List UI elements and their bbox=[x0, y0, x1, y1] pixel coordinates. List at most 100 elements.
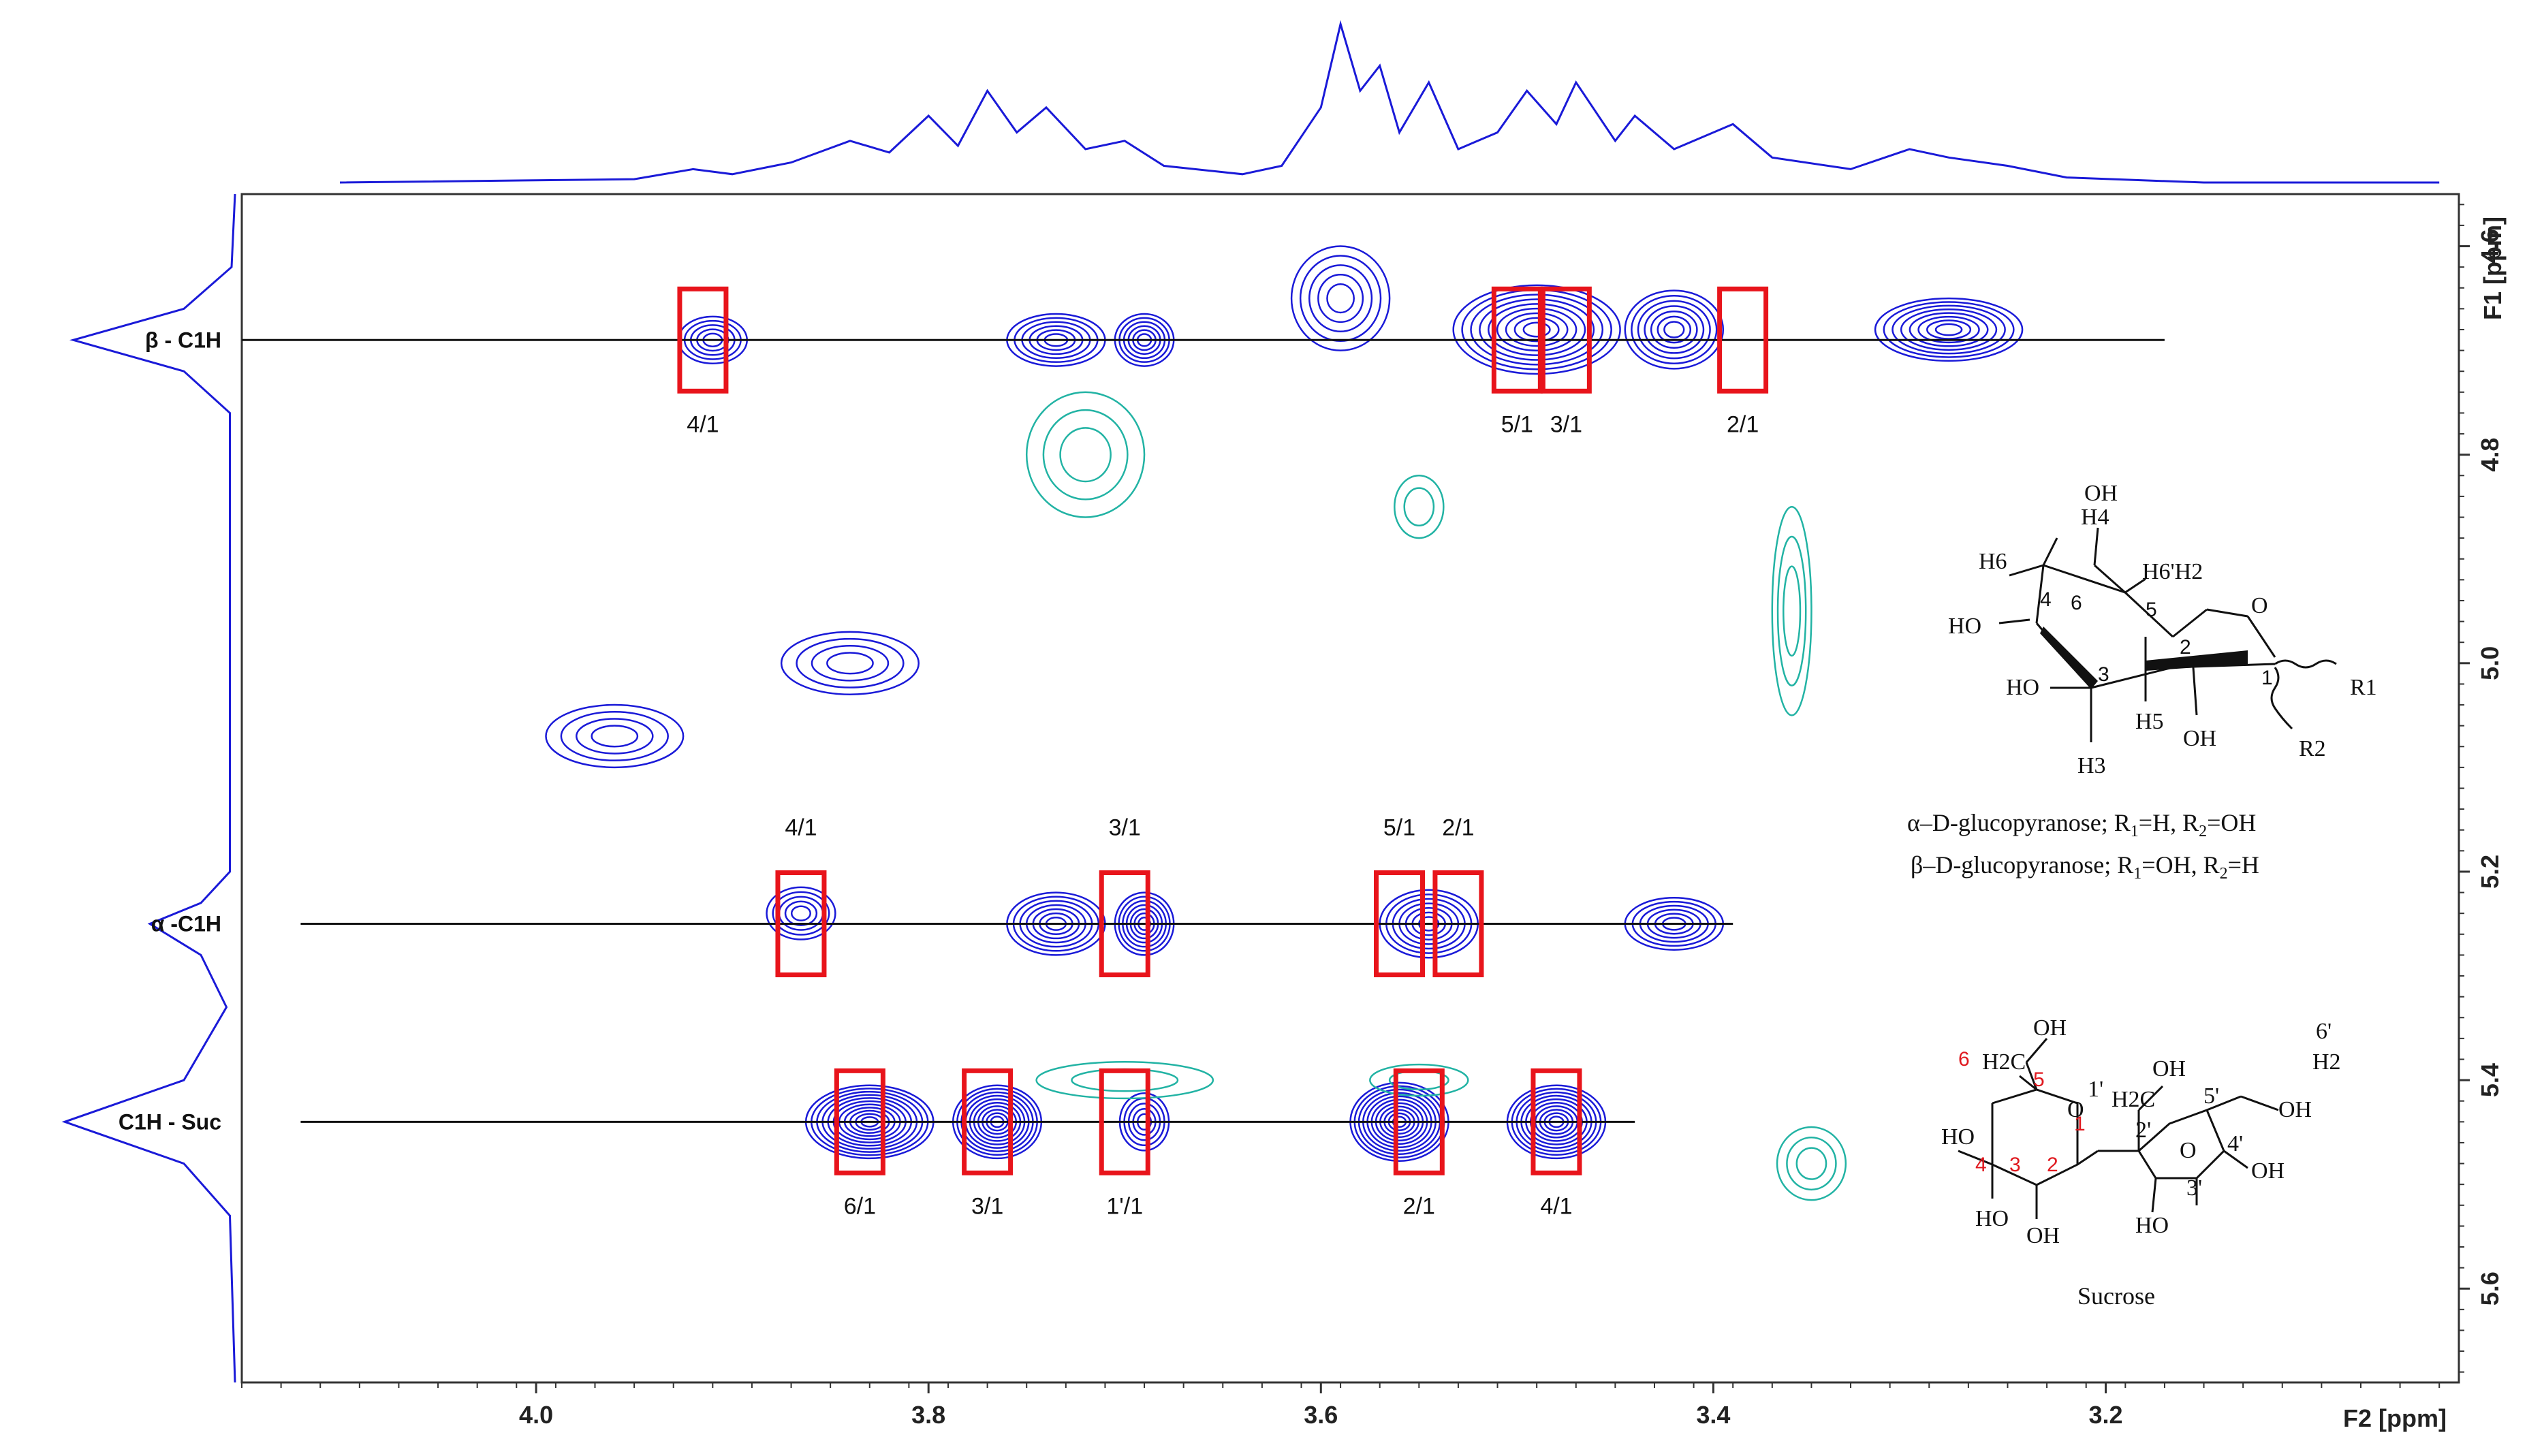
contour-level bbox=[1290, 245, 1391, 351]
sucrose-atom-o-ring: O bbox=[2067, 1097, 2084, 1122]
caption-alpha-sub2: 2 bbox=[2199, 823, 2207, 840]
sucrose-atom-h2c-left: H2C bbox=[1982, 1049, 2026, 1075]
contour-level bbox=[796, 637, 905, 689]
peak-label: 2/1 bbox=[1403, 1193, 1435, 1219]
contour-level bbox=[1657, 315, 1692, 344]
x-tick-label: 3.4 bbox=[1696, 1401, 1730, 1429]
contour-level bbox=[545, 703, 685, 769]
row-label: C1H - Suc bbox=[119, 1109, 221, 1134]
contour-level bbox=[1369, 1063, 1469, 1097]
glucose-atom-r1: R1 bbox=[2350, 675, 2377, 700]
contour-level bbox=[1644, 305, 1705, 354]
row-label: α -C1H bbox=[151, 911, 221, 936]
sucrose-num-6: 6 bbox=[1958, 1048, 1970, 1071]
contour-level bbox=[1496, 307, 1578, 352]
contour-level bbox=[1771, 505, 1812, 716]
sucrose-atom-oh-mid: OH bbox=[2152, 1056, 2186, 1081]
glucose-bonds bbox=[1998, 527, 2337, 742]
peak-label: 5/1 bbox=[1501, 411, 1533, 437]
sucrose-atom-ho-left: HO bbox=[1941, 1124, 1975, 1150]
x-tick-label: 3.2 bbox=[2088, 1401, 2122, 1429]
contour-level bbox=[1042, 409, 1129, 501]
contour-level bbox=[560, 710, 669, 761]
contour-level bbox=[1522, 321, 1551, 338]
peak-box bbox=[1540, 286, 1592, 394]
peak-box bbox=[834, 1068, 885, 1175]
caption-alpha-suffix: =OH bbox=[2207, 809, 2256, 836]
contour-level bbox=[1663, 321, 1685, 338]
contour-level bbox=[591, 725, 639, 748]
y-tick-label: 4.6 bbox=[2476, 230, 2504, 264]
x-tick-label: 3.6 bbox=[1304, 1401, 1338, 1429]
plot-frame bbox=[240, 193, 2460, 1384]
contour-level bbox=[1505, 312, 1569, 347]
peak-label: 3/1 bbox=[1109, 814, 1141, 840]
peak-box bbox=[1099, 1068, 1150, 1175]
contour-level bbox=[1900, 308, 1998, 351]
contour-level bbox=[1650, 310, 1698, 349]
glucose-atom-r2: R2 bbox=[2299, 736, 2326, 761]
sucrose-bonds bbox=[1958, 1038, 2279, 1219]
sucrose-num-5prime: 5' bbox=[2203, 1083, 2219, 1109]
glucose-atom-h6: H6 bbox=[1979, 549, 2007, 574]
left-projection-trace bbox=[61, 193, 236, 1383]
peak-box bbox=[1432, 870, 1484, 977]
sucrose-num-3: 3 bbox=[2009, 1154, 2021, 1176]
peak-box bbox=[1531, 1068, 1582, 1175]
glucose-wedge bbox=[2040, 627, 2098, 689]
peak-box bbox=[1717, 286, 1769, 394]
reference-lines bbox=[242, 338, 2165, 1123]
sucrose-structure: OH H2C 6 5 1' O HO 1 4 3 2 HO OH O H2C O… bbox=[1941, 1015, 2341, 1310]
sucrose-num-3prime: 3' bbox=[2186, 1175, 2202, 1201]
sucrose-atom-oh-top: OH bbox=[2033, 1015, 2067, 1041]
peak-box bbox=[677, 286, 729, 394]
sucrose-atom-oh-right: OH bbox=[2278, 1097, 2312, 1122]
caption-alpha-mid: =H, R bbox=[2139, 809, 2199, 836]
contour-level bbox=[1883, 301, 2015, 358]
y-tick-label: 5.0 bbox=[2476, 646, 2504, 680]
contour-level bbox=[1513, 317, 1560, 343]
glucose-atom-oh-top: OH bbox=[2084, 481, 2118, 506]
sucrose-caption: Sucrose bbox=[2077, 1282, 2155, 1310]
sucrose-atom-o-furan: O bbox=[2180, 1138, 2197, 1163]
contour-level bbox=[1479, 298, 1595, 361]
contour-level bbox=[1308, 264, 1373, 333]
glucose-wedge-2 bbox=[2146, 650, 2248, 671]
y-tick-label: 5.2 bbox=[2476, 855, 2504, 889]
row-labels: β - C1H α -C1H C1H - Suc bbox=[119, 328, 221, 1134]
sucrose-num-2: 2 bbox=[2047, 1154, 2058, 1176]
sucrose-num-1: 1 bbox=[2074, 1113, 2086, 1135]
glucose-atom-o: O bbox=[2251, 593, 2268, 618]
glucose-num-6: 6 bbox=[2071, 592, 2082, 614]
peak-box bbox=[775, 870, 827, 977]
sucrose-atom-h2c-right: H2C bbox=[2112, 1087, 2155, 1112]
caption-alpha: α–D-glucopyranose; R1=H, R2=OH bbox=[1907, 809, 2256, 840]
left-projection bbox=[61, 193, 236, 1383]
peak-label: 1'/1 bbox=[1106, 1193, 1143, 1219]
x-tick-label: 3.8 bbox=[911, 1401, 945, 1429]
glucose-atom-h5: H5 bbox=[2135, 709, 2164, 734]
contour-level bbox=[784, 900, 818, 926]
y-tick-label: 4.8 bbox=[2476, 438, 2504, 472]
contour-level bbox=[1059, 427, 1112, 483]
sucrose-num-2prime: 2' bbox=[2135, 1118, 2151, 1143]
contour-level bbox=[1783, 565, 1802, 657]
top-projection-trace bbox=[339, 20, 2440, 184]
contour-level bbox=[1470, 294, 1604, 366]
top-projection bbox=[339, 20, 2440, 184]
x-axis-title: F2 [ppm] bbox=[2343, 1404, 2447, 1432]
peak-highlight-boxes bbox=[677, 286, 1769, 1175]
y-tick-label: 5.6 bbox=[2476, 1271, 2504, 1305]
contour-level bbox=[1326, 283, 1355, 314]
y-tick-label: 5.4 bbox=[2476, 1063, 2504, 1097]
glucose-atom-ho-left: HO bbox=[1948, 614, 1981, 639]
glucose-num-1: 1 bbox=[2261, 667, 2273, 689]
peak-label: 6/1 bbox=[844, 1193, 876, 1219]
contour-level bbox=[1874, 297, 2024, 362]
glucose-atom-ho-bottom: HO bbox=[2006, 675, 2039, 700]
contour-level bbox=[1795, 1147, 1827, 1180]
contour-level bbox=[1909, 312, 1989, 347]
contour-level bbox=[1488, 303, 1586, 356]
contour-level bbox=[1035, 1061, 1214, 1100]
glucopyranose-structure: H4 OH H6 H6'H2 O HO HO H5 OH R1 R2 H3 4 … bbox=[1907, 481, 2377, 883]
